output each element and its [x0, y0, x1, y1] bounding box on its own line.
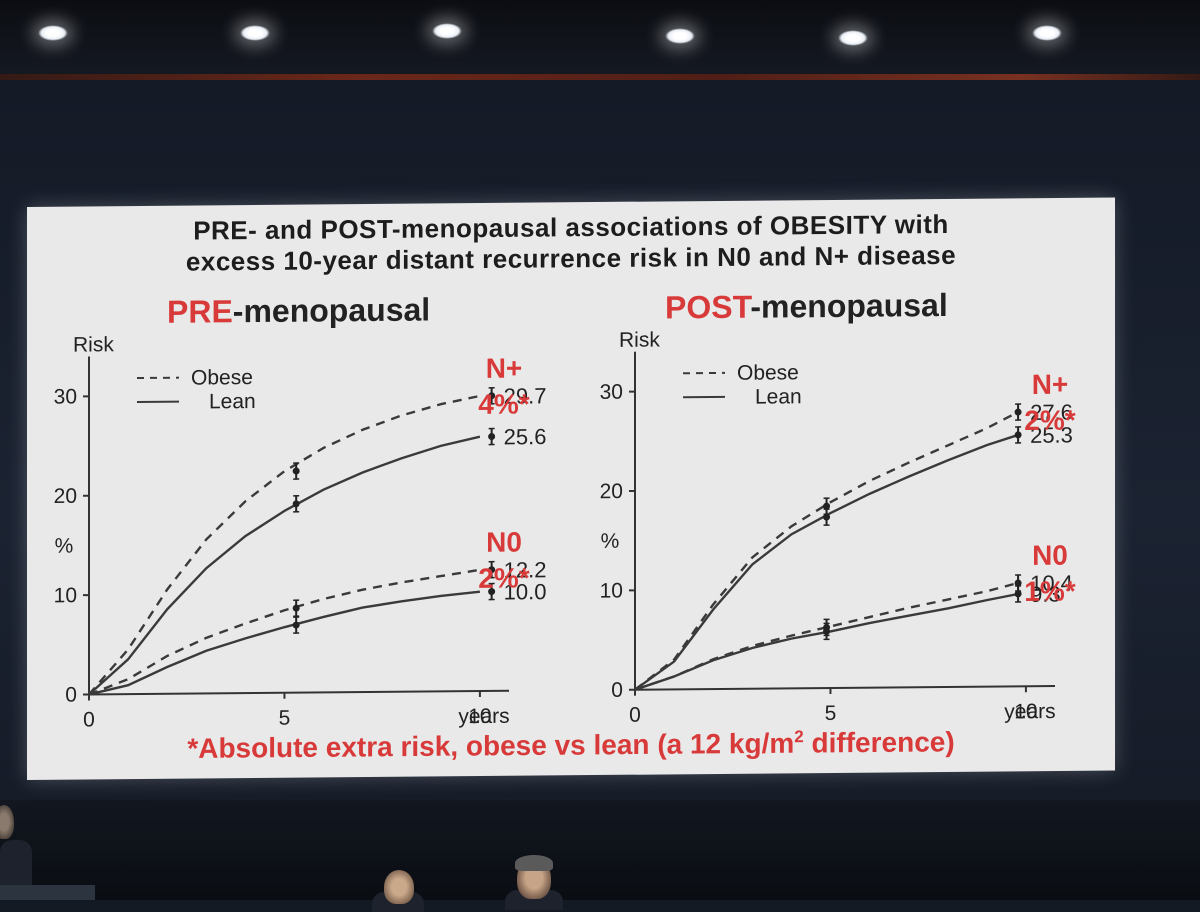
y-tick-label: 30: [600, 381, 623, 404]
legend-label-obese: Obese: [191, 366, 253, 390]
group-label: N0: [1032, 540, 1068, 571]
stage-light: [1032, 25, 1062, 41]
extra-risk-label: 2%*: [478, 562, 529, 593]
podium: [0, 885, 95, 900]
data-point: [293, 622, 300, 629]
data-point: [293, 468, 300, 475]
data-point: [1015, 409, 1022, 416]
data-point: [823, 514, 830, 521]
ceiling: [0, 0, 1200, 78]
data-point: [823, 628, 830, 635]
x-tick-label: 5: [825, 702, 837, 725]
series-line-nplus-lean: [635, 435, 1018, 690]
extra-risk-label: 1%*: [1024, 575, 1075, 606]
series-line-nplus-obese: [635, 412, 1018, 690]
x-axis: [635, 686, 1055, 690]
series-line-n0-lean: [635, 594, 1018, 690]
series-line-n0-lean: [89, 592, 480, 695]
series-line-nplus-obese: [89, 396, 480, 695]
stage-light: [240, 25, 270, 41]
group-label: N0: [486, 526, 522, 557]
y-tick-label: 10: [54, 584, 77, 607]
series-line-nplus-lean: [89, 437, 480, 695]
y-axis-unit-label: %: [601, 530, 620, 553]
x-axis: [89, 691, 509, 695]
x-tick-label: 0: [629, 704, 641, 727]
x-tick-label: 5: [279, 707, 291, 730]
y-tick-label: 20: [54, 485, 77, 508]
stage-light: [838, 30, 868, 46]
y-tick-label: 10: [600, 579, 623, 602]
series-end-value: 25.6: [504, 424, 547, 449]
footnote-main: *Absolute extra risk, obese vs lean (a 1…: [187, 728, 794, 764]
y-axis-label: Risk: [73, 333, 114, 356]
stage-floor: [0, 800, 1200, 900]
x-axis-label: years: [1004, 700, 1055, 723]
y-axis-label: Risk: [619, 328, 660, 351]
legend-label-lean: Lean: [755, 385, 802, 408]
stage-light: [432, 23, 462, 39]
projected-slide: PRE- and POST-menopausal associations of…: [27, 198, 1115, 780]
footnote-end: difference): [804, 726, 955, 758]
y-tick-label: 0: [611, 679, 623, 702]
stage-light: [665, 28, 695, 44]
audience-person-head: [384, 870, 414, 904]
group-label: N+: [486, 353, 523, 384]
data-point: [293, 500, 300, 507]
y-tick-label: 30: [54, 385, 77, 408]
y-tick-label: 0: [65, 684, 77, 707]
extra-risk-label: 4%*: [478, 388, 529, 419]
x-axis-label: years: [458, 705, 509, 728]
x-tick-label: 0: [83, 708, 95, 731]
legend-label-obese: Obese: [737, 361, 799, 385]
data-point: [1015, 590, 1022, 597]
y-axis-unit-label: %: [55, 535, 74, 558]
footnote-superscript: 2: [794, 727, 803, 746]
extra-risk-label: 2%*: [1024, 405, 1075, 436]
audience-person-hair: [515, 855, 553, 871]
data-point: [1015, 431, 1022, 438]
legend-label-lean: Lean: [209, 390, 256, 413]
data-point: [488, 433, 495, 440]
stage-light: [38, 25, 68, 41]
group-label: N+: [1032, 369, 1069, 400]
y-tick-label: 20: [600, 480, 623, 503]
data-point: [293, 605, 300, 612]
